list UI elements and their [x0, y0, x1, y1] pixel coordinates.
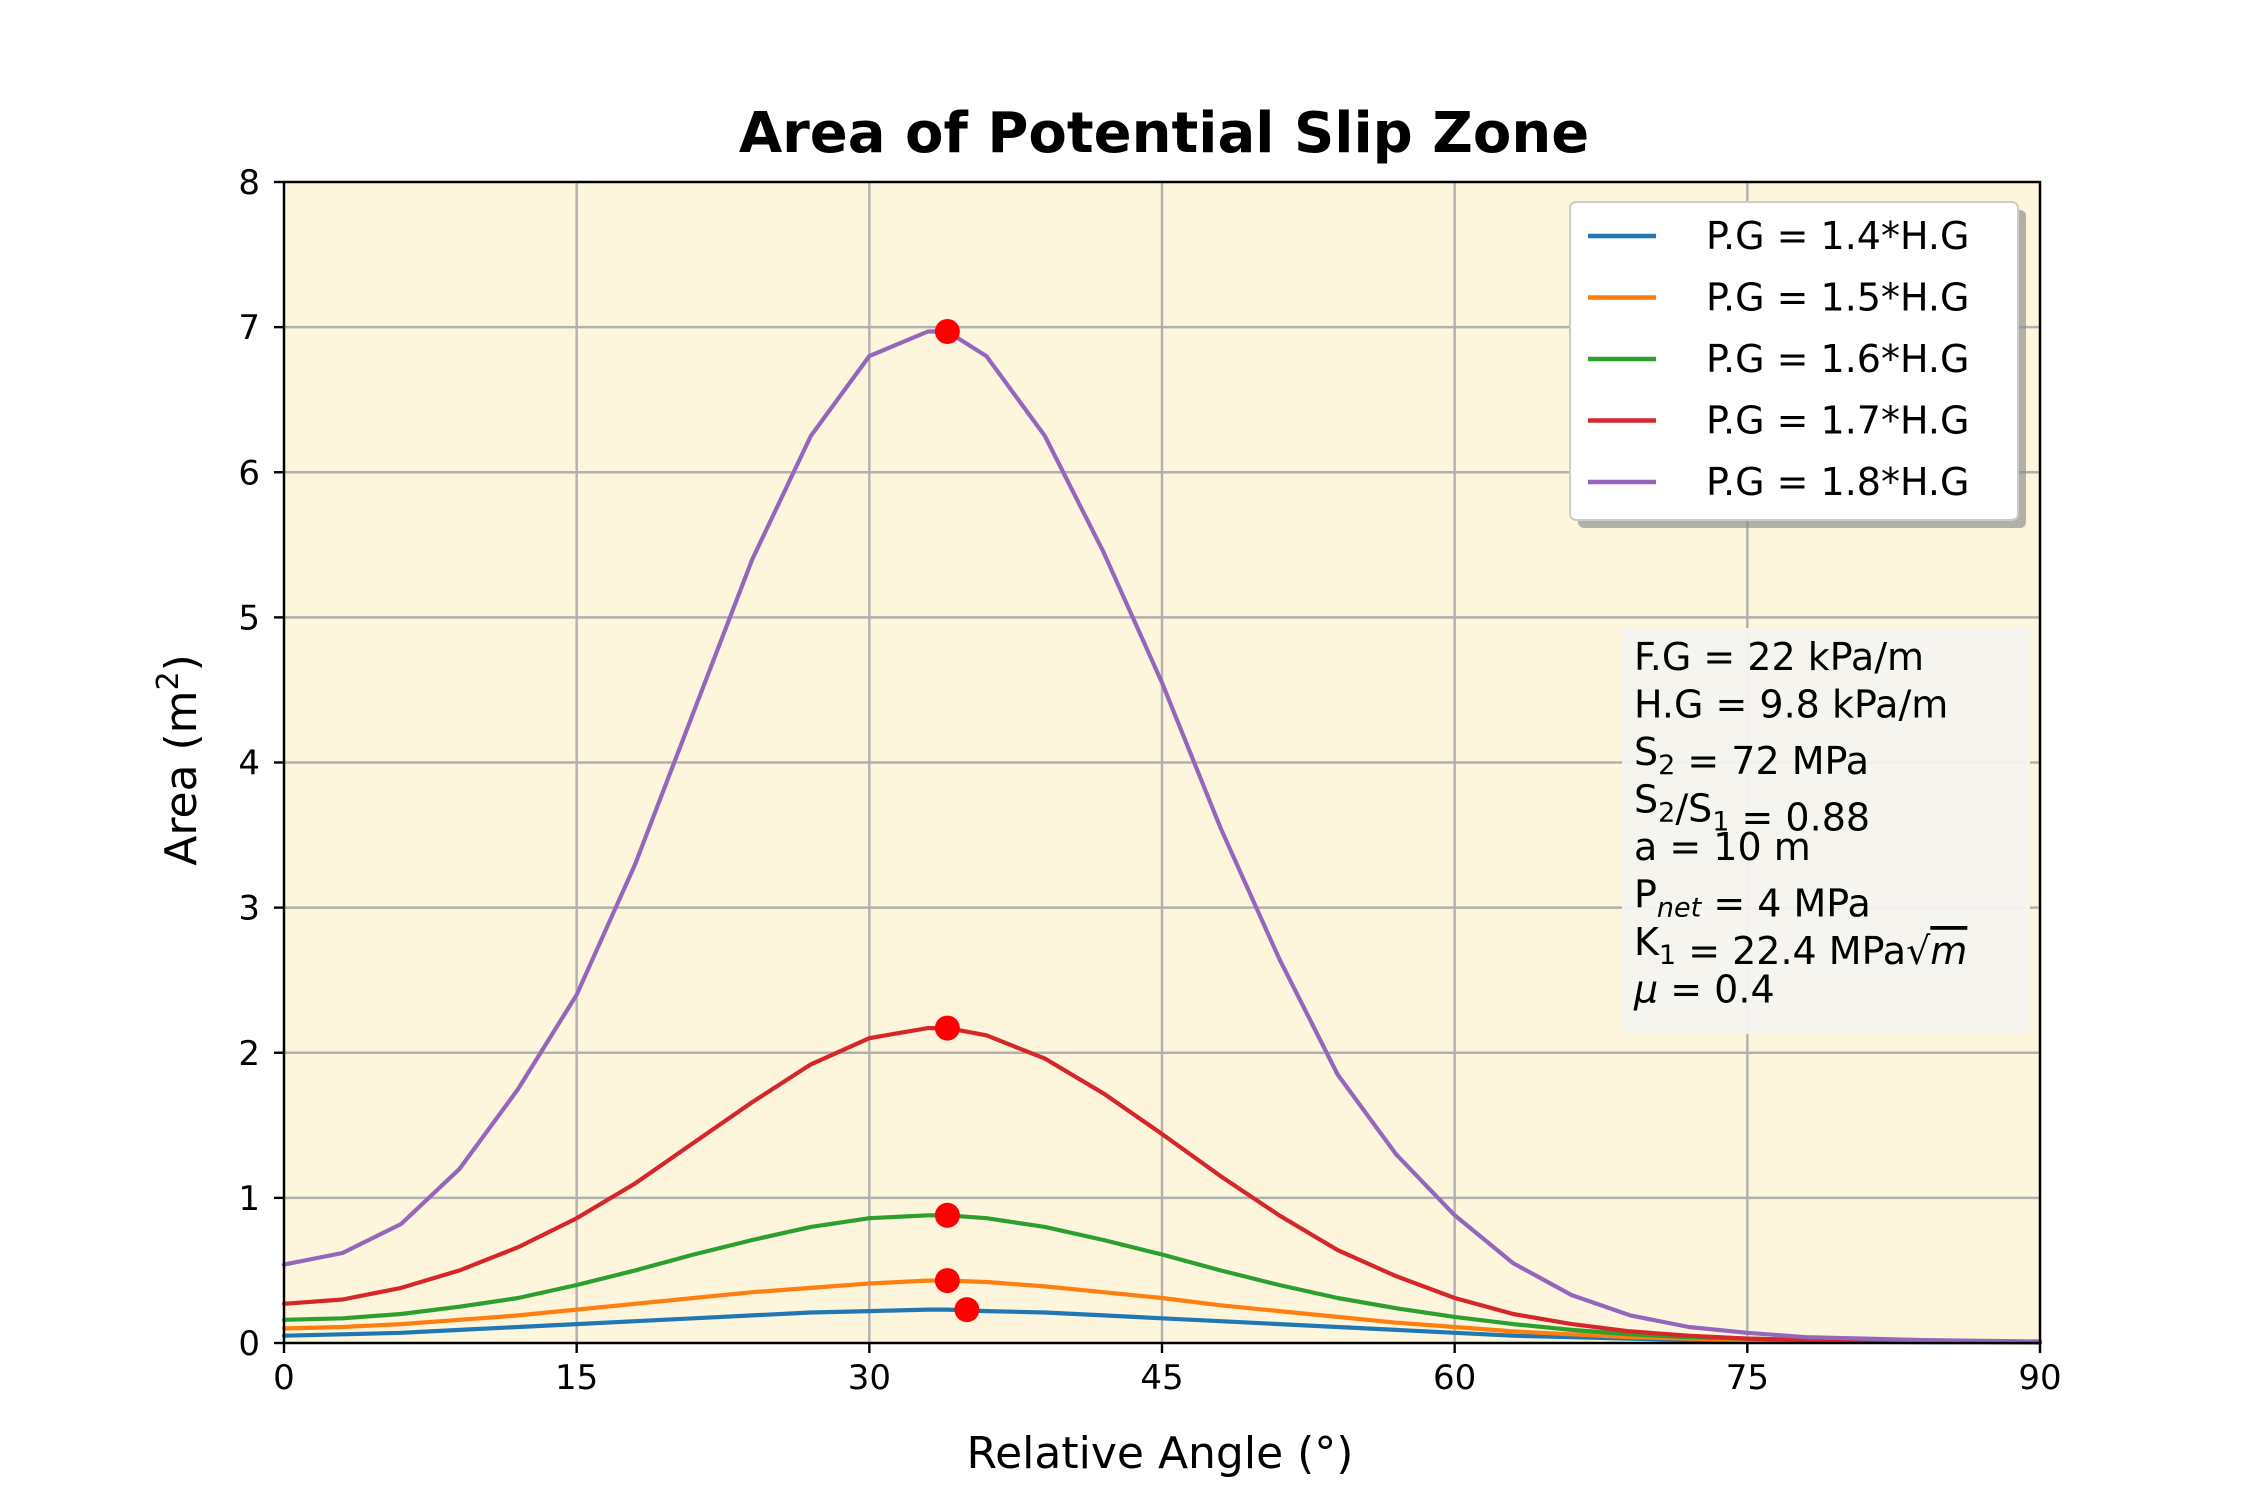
x-tick-label: 30 [848, 1358, 891, 1398]
y-axis-label-base: Area (m [156, 690, 207, 865]
annotation-subscript: 1 [1712, 807, 1729, 838]
y-tick-label: 8 [238, 163, 260, 203]
annotation-line-7: K1 = 22.4 MPa√m [1634, 920, 1967, 973]
y-axis-label: Area (m2) [151, 654, 207, 866]
annotation-line-5: a = 10 m [1634, 825, 1811, 869]
annotation-subscript: 2 [1658, 798, 1675, 829]
y-axis-label-superscript: 2 [151, 671, 186, 690]
annotation-subscript: net [1657, 893, 1703, 924]
legend-entry-5: P.G = 1.8*H.G [1706, 460, 1969, 504]
x-tick-label: 60 [1433, 1358, 1476, 1398]
x-tick-label: 90 [2018, 1358, 2061, 1398]
y-tick-label: 6 [238, 453, 260, 493]
annotation-line-4: S2/S1 = 0.88 [1634, 778, 1870, 840]
annotation-text-part: K [1634, 920, 1660, 964]
legend-entry-4: P.G = 1.7*H.G [1706, 399, 1969, 443]
y-axis-label-end: ) [156, 654, 207, 671]
peak-marker-5 [934, 318, 960, 344]
x-tick-label: 15 [555, 1358, 598, 1398]
peak-marker-2 [934, 1268, 960, 1294]
annotation-line-1: F.G = 22 kPa/m [1634, 635, 1924, 679]
annotation-text-part: S [1634, 730, 1658, 774]
annotation-line-6: Pnet = 4 MPa [1634, 873, 1871, 926]
series-line-5 [281, 329, 2043, 1344]
annotation-subscript: 2 [1658, 750, 1675, 781]
annotation-text-part: m [1930, 929, 1967, 973]
annotation-text-part: /S [1675, 787, 1712, 831]
y-tick-label: 0 [238, 1324, 260, 1364]
x-axis-label: Relative Angle (°) [967, 1428, 1354, 1479]
peak-marker-1 [954, 1297, 980, 1323]
x-tick-label: 45 [1140, 1358, 1183, 1398]
parameters-annotation: F.G = 22 kPa/mH.G = 9.8 kPa/mS2 = 72 MPa… [1622, 628, 2030, 1034]
y-tick-label: 7 [238, 308, 260, 348]
annotation-text-part: P [1634, 873, 1657, 917]
annotation-text-part: = 22.4 MPa√ [1676, 929, 1931, 973]
annotation-text-part: = 0.88 [1729, 796, 1870, 840]
legend: P.G = 1.4*H.G P.G = 1.5*H.G P.G = 1.6*H.G P… [1569, 201, 2026, 528]
annotation-subscript: 1 [1659, 940, 1676, 971]
peak-marker-3 [934, 1202, 960, 1228]
legend-frame [1569, 201, 2019, 521]
annotation-line-2: H.G = 9.8 kPa/m [1634, 683, 1948, 727]
peak-marker-4 [934, 1015, 960, 1041]
annotation-text-part: S [1634, 778, 1658, 822]
legend-entry-1: P.G = 1.4*H.G [1706, 214, 1969, 258]
annotation-text-part: a = 10 m [1634, 825, 1811, 869]
y-tick-label: 1 [238, 1179, 260, 1219]
chart-title: Area of Potential Slip Zone [739, 101, 1589, 166]
annotation-line-8: μ = 0.4 [1633, 968, 1775, 1012]
annotation-line-3: S2 = 72 MPa [1634, 730, 1869, 783]
annotation-background [1622, 628, 2030, 1034]
x-tick-label: 0 [273, 1358, 295, 1398]
annotation-text-part: = 4 MPa [1701, 882, 1871, 926]
annotation-text-part: μ [1633, 968, 1658, 1012]
annotation-text-part: = 0.4 [1658, 968, 1774, 1012]
y-tick-label: 2 [238, 1034, 260, 1074]
y-tick-label: 5 [238, 598, 260, 638]
y-tick-label: 4 [238, 744, 260, 784]
legend-entry-3: P.G = 1.6*H.G [1706, 337, 1969, 381]
legend-entry-2: P.G = 1.5*H.G [1706, 276, 1969, 320]
annotation-text-part: F.G = 22 kPa/m [1634, 635, 1924, 679]
annotation-text-part: H.G = 9.8 kPa/m [1634, 683, 1948, 727]
series-line-4 [281, 1026, 2043, 1345]
x-tick-label: 75 [1726, 1358, 1769, 1398]
y-tick-label: 3 [238, 889, 260, 929]
annotation-text-part: = 72 MPa [1675, 739, 1869, 783]
